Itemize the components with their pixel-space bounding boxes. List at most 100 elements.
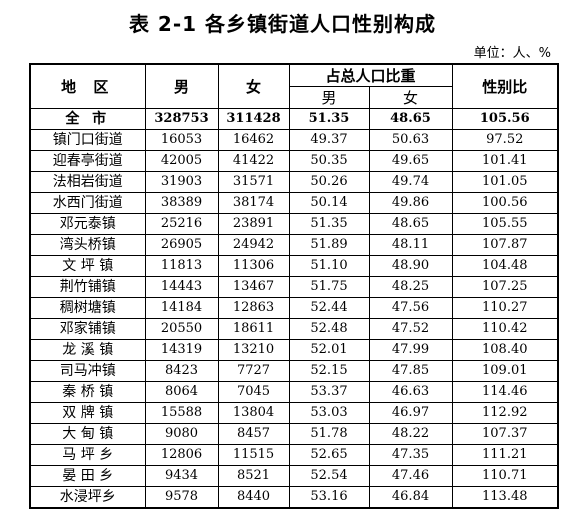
cell-female: 8521 (217, 465, 290, 487)
header-share-male: 男 (288, 86, 370, 109)
table-row: 晏 田 乡 9434 8521 52.54 47.46 110.71 (29, 465, 559, 487)
cell-female: 23891 (217, 213, 290, 235)
cell-share-female: 48.65 (368, 108, 453, 130)
cell-female: 13210 (217, 339, 290, 361)
cell-share-female: 48.11 (368, 234, 453, 256)
cell-share-female: 49.86 (368, 192, 453, 214)
table-row: 邓元泰镇 25216 23891 51.35 48.65 105.55 (29, 213, 559, 235)
table-row: 法相岩街道 31903 31571 50.26 49.74 101.05 (29, 171, 559, 193)
cell-sex-ratio: 104.48 (451, 255, 559, 277)
table-row: 邓家铺镇 20550 18611 52.48 47.52 110.42 (29, 318, 559, 340)
cell-share-female: 48.22 (368, 423, 453, 445)
cell-area: 邓元泰镇 (29, 213, 146, 235)
cell-female: 11306 (217, 255, 290, 277)
header-male: 男 (144, 63, 219, 109)
cell-area: 司马冲镇 (29, 360, 146, 382)
cell-area: 水浸坪乡 (29, 486, 146, 509)
cell-sex-ratio: 113.48 (451, 486, 559, 509)
cell-female: 18611 (217, 318, 290, 340)
cell-female: 13467 (217, 276, 290, 298)
cell-female: 11515 (217, 444, 290, 466)
cell-sex-ratio: 108.40 (451, 339, 559, 361)
cell-male: 8064 (144, 381, 219, 403)
cell-share-male: 51.35 (288, 213, 370, 235)
cell-sex-ratio: 110.42 (451, 318, 559, 340)
cell-share-male: 51.75 (288, 276, 370, 298)
table-row: 稠树塘镇 14184 12863 52.44 47.56 110.27 (29, 297, 559, 319)
table-row: 秦 桥 镇 8064 7045 53.37 46.63 114.46 (29, 381, 559, 403)
header-ratio: 性别比 (451, 63, 559, 109)
cell-share-female: 49.74 (368, 171, 453, 193)
cell-area: 文 坪 镇 (29, 255, 146, 277)
cell-male: 20550 (144, 318, 219, 340)
cell-share-female: 48.25 (368, 276, 453, 298)
cell-area: 荆竹铺镇 (29, 276, 146, 298)
cell-area: 湾头桥镇 (29, 234, 146, 256)
cell-share-male: 50.35 (288, 150, 370, 172)
cell-area: 双 牌 镇 (29, 402, 146, 424)
cell-female: 8440 (217, 486, 290, 509)
cell-sex-ratio: 101.05 (451, 171, 559, 193)
cell-share-female: 47.52 (368, 318, 453, 340)
table-row: 龙 溪 镇 14319 13210 52.01 47.99 108.40 (29, 339, 559, 361)
cell-sex-ratio: 105.56 (451, 108, 559, 130)
cell-share-female: 46.97 (368, 402, 453, 424)
cell-male: 328753 (144, 108, 219, 130)
cell-share-female: 47.35 (368, 444, 453, 466)
cell-share-female: 46.63 (368, 381, 453, 403)
cell-female: 7045 (217, 381, 290, 403)
cell-share-male: 51.78 (288, 423, 370, 445)
cell-male: 38389 (144, 192, 219, 214)
header-area: 地 区 (29, 63, 146, 109)
cell-male: 9434 (144, 465, 219, 487)
cell-male: 8423 (144, 360, 219, 382)
table-row: 镇门口街道 16053 16462 49.37 50.63 97.52 (29, 129, 559, 151)
cell-share-male: 52.44 (288, 297, 370, 319)
cell-female: 7727 (217, 360, 290, 382)
cell-share-male: 51.35 (288, 108, 370, 130)
cell-male: 11813 (144, 255, 219, 277)
table-row: 大 甸 镇 9080 8457 51.78 48.22 107.37 (29, 423, 559, 445)
cell-area: 晏 田 乡 (29, 465, 146, 487)
cell-male: 26905 (144, 234, 219, 256)
cell-male: 42005 (144, 150, 219, 172)
cell-share-male: 50.26 (288, 171, 370, 193)
cell-share-female: 46.84 (368, 486, 453, 509)
cell-sex-ratio: 107.25 (451, 276, 559, 298)
cell-share-male: 49.37 (288, 129, 370, 151)
cell-male: 9080 (144, 423, 219, 445)
cell-male: 14184 (144, 297, 219, 319)
table-row: 湾头桥镇 26905 24942 51.89 48.11 107.87 (29, 234, 559, 256)
table-row: 司马冲镇 8423 7727 52.15 47.85 109.01 (29, 360, 559, 382)
cell-female: 13804 (217, 402, 290, 424)
cell-area: 大 甸 镇 (29, 423, 146, 445)
table-row: 荆竹铺镇 14443 13467 51.75 48.25 107.25 (29, 276, 559, 298)
cell-female: 8457 (217, 423, 290, 445)
table-row: 水浸坪乡 9578 8440 53.16 46.84 113.48 (29, 486, 559, 509)
cell-female: 31571 (217, 171, 290, 193)
cell-share-female: 49.65 (368, 150, 453, 172)
unit-label: 单位：人、% (473, 46, 551, 61)
cell-area: 全 市 (29, 108, 146, 130)
cell-female: 311428 (217, 108, 290, 130)
cell-area: 镇门口街道 (29, 129, 146, 151)
table-row: 马 坪 乡 12806 11515 52.65 47.35 111.21 (29, 444, 559, 466)
cell-sex-ratio: 97.52 (451, 129, 559, 151)
cell-sex-ratio: 109.01 (451, 360, 559, 382)
cell-area: 马 坪 乡 (29, 444, 146, 466)
cell-male: 14319 (144, 339, 219, 361)
cell-area: 水西门街道 (29, 192, 146, 214)
header-share: 占总人口比重 (288, 63, 453, 87)
cell-area: 法相岩街道 (29, 171, 146, 193)
cell-share-female: 47.85 (368, 360, 453, 382)
cell-share-female: 50.63 (368, 129, 453, 151)
cell-share-female: 48.65 (368, 213, 453, 235)
cell-male: 15588 (144, 402, 219, 424)
cell-share-male: 52.54 (288, 465, 370, 487)
cell-female: 38174 (217, 192, 290, 214)
table-row: 水西门街道 38389 38174 50.14 49.86 100.56 (29, 192, 559, 214)
table-row: 迎春亭街道 42005 41422 50.35 49.65 101.41 (29, 150, 559, 172)
cell-share-female: 47.46 (368, 465, 453, 487)
cell-sex-ratio: 105.55 (451, 213, 559, 235)
cell-share-female: 48.90 (368, 255, 453, 277)
